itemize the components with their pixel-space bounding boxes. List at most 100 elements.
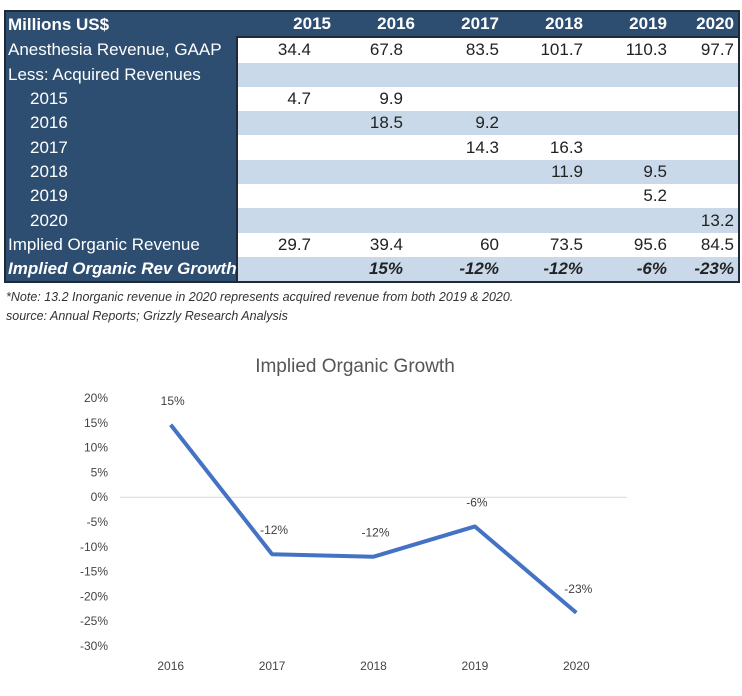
y-tick-label: 5% bbox=[91, 465, 109, 479]
x-tick-label: 2016 bbox=[157, 659, 184, 673]
table-cell bbox=[587, 111, 671, 136]
table-cell: 14.3 bbox=[419, 135, 503, 160]
table-cell: 39.4 bbox=[335, 232, 419, 257]
y-tick-label: 10% bbox=[84, 441, 108, 455]
table-cell bbox=[335, 62, 419, 87]
year-header: 2018 bbox=[503, 11, 587, 38]
table-cell bbox=[237, 135, 335, 160]
year-header: 2019 bbox=[587, 11, 671, 38]
data-label: 15% bbox=[161, 394, 185, 408]
row-label: Anesthesia Revenue, GAAP bbox=[5, 37, 238, 63]
y-tick-label: 0% bbox=[91, 490, 109, 504]
table-row: 2016 18.5 9.2 bbox=[5, 111, 739, 136]
data-label: -6% bbox=[466, 495, 488, 509]
table-cell: 84.5 bbox=[671, 232, 739, 257]
row-label: Less: Acquired Revenues bbox=[5, 62, 238, 87]
table-cell: 11.9 bbox=[503, 159, 587, 185]
table-cell: -12% bbox=[503, 256, 587, 283]
table-cell bbox=[503, 62, 587, 87]
table-row: Implied Organic Rev Growth 15% -12% -12% -6%… bbox=[5, 256, 739, 283]
table-cell: -23% bbox=[671, 256, 739, 283]
table-cell: 9.2 bbox=[419, 111, 503, 136]
year-header: 2016 bbox=[335, 11, 419, 38]
x-tick-label: 2018 bbox=[360, 659, 387, 673]
table-cell bbox=[419, 62, 503, 87]
table-cell bbox=[503, 86, 587, 112]
y-tick-label: 15% bbox=[84, 416, 108, 430]
year-header: 2015 bbox=[237, 11, 335, 38]
table-cell bbox=[335, 184, 419, 209]
table-header-row: Millions US$ 2015 2016 2017 2018 2019 20… bbox=[5, 11, 739, 38]
row-label: 2015 bbox=[5, 86, 238, 112]
table-cell bbox=[671, 62, 739, 87]
table-cell bbox=[335, 208, 419, 233]
table-cell bbox=[419, 86, 503, 112]
table-row: Anesthesia Revenue, GAAP 34.4 67.8 83.5 101.… bbox=[5, 36, 739, 63]
table-cell bbox=[237, 184, 335, 209]
y-tick-label: -5% bbox=[87, 515, 109, 529]
series-line bbox=[169, 423, 578, 615]
table-cell: -6% bbox=[587, 256, 671, 283]
table-cell bbox=[237, 62, 335, 87]
table-cell bbox=[671, 111, 739, 136]
table-cell: 15% bbox=[335, 256, 419, 283]
table-cell bbox=[237, 159, 335, 185]
table-row: 2019 5.2 bbox=[5, 184, 739, 209]
table-cell: 95.6 bbox=[587, 232, 671, 257]
y-tick-label: -30% bbox=[80, 639, 108, 653]
table-cell bbox=[335, 159, 419, 185]
data-label: -23% bbox=[564, 582, 592, 596]
y-tick-label: -10% bbox=[80, 540, 108, 554]
row-label: 2016 bbox=[5, 111, 238, 136]
table-cell: 18.5 bbox=[335, 111, 419, 136]
table-cell: 4.7 bbox=[237, 86, 335, 112]
source-note: source: Annual Reports; Grizzly Research… bbox=[6, 309, 288, 323]
y-tick-label: -15% bbox=[80, 565, 108, 579]
table-cell bbox=[671, 184, 739, 209]
table-cell bbox=[419, 208, 503, 233]
data-label: -12% bbox=[260, 523, 288, 537]
table-cell: 83.5 bbox=[419, 36, 503, 63]
footnote: *Note: 13.2 Inorganic revenue in 2020 re… bbox=[6, 290, 514, 304]
y-tick-label: -20% bbox=[80, 589, 108, 603]
table-cell bbox=[503, 184, 587, 209]
year-header: 2020 bbox=[671, 11, 739, 38]
x-axis: 2016 2017 2018 2019 2020 bbox=[157, 659, 590, 673]
row-label: Implied Organic Rev Growth bbox=[5, 256, 238, 283]
table-cell: 29.7 bbox=[237, 232, 335, 257]
table-cell bbox=[237, 208, 335, 233]
table-row: 2015 4.7 9.9 bbox=[5, 86, 739, 112]
table-cell: 110.3 bbox=[587, 36, 671, 63]
table-row: 2018 11.9 9.5 bbox=[5, 159, 739, 185]
table-cell: 60 bbox=[419, 232, 503, 257]
y-axis: 20% 15% 10% 5% 0% -5% -10% -15% -20% -25% -30% bbox=[80, 391, 108, 653]
table-cell: 101.7 bbox=[503, 36, 587, 63]
table-cell bbox=[503, 208, 587, 233]
table-cell bbox=[237, 256, 335, 283]
table-row: 2020 13.2 bbox=[5, 208, 739, 233]
table-cell: 67.8 bbox=[335, 36, 419, 63]
data-labels: 15% -12% -12% -6% -23% bbox=[161, 394, 593, 613]
table-cell bbox=[503, 111, 587, 136]
row-label: 2020 bbox=[5, 208, 238, 233]
chart-title: Implied Organic Growth bbox=[255, 356, 455, 377]
year-header: 2017 bbox=[419, 11, 503, 38]
row-label: 2018 bbox=[5, 159, 238, 185]
table-cell bbox=[335, 135, 419, 160]
table-cell: 16.3 bbox=[503, 135, 587, 160]
table-row: Less: Acquired Revenues bbox=[5, 62, 739, 87]
table-cell: 97.7 bbox=[671, 36, 739, 63]
row-label: Implied Organic Revenue bbox=[5, 232, 238, 257]
table-row: 2017 14.3 16.3 bbox=[5, 135, 739, 160]
table-cell bbox=[419, 184, 503, 209]
table-cell: 73.5 bbox=[503, 232, 587, 257]
y-tick-label: -25% bbox=[80, 614, 108, 628]
data-label: -12% bbox=[361, 526, 389, 540]
table-cell: 9.5 bbox=[587, 159, 671, 185]
growth-line-chart: Implied Organic Growth 20% 15% 10% 5% 0% -5% -… bbox=[80, 356, 627, 673]
x-tick-label: 2019 bbox=[462, 659, 489, 673]
table-cell bbox=[587, 208, 671, 233]
table-cell bbox=[671, 135, 739, 160]
table-cell: 5.2 bbox=[587, 184, 671, 209]
table-cell bbox=[587, 62, 671, 87]
